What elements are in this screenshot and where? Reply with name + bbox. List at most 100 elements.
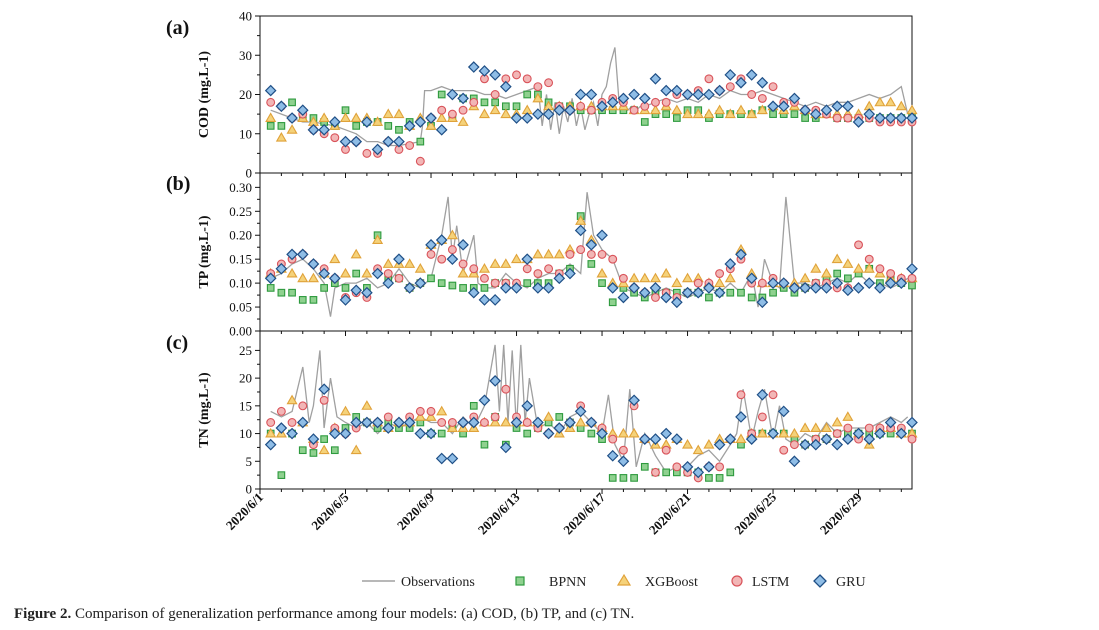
gru-point — [713, 84, 726, 97]
lstm-point — [779, 445, 789, 455]
gru-point — [350, 284, 363, 297]
lstm-point — [843, 423, 853, 433]
lstm-point — [362, 148, 372, 158]
y-tick-label: 40 — [239, 9, 252, 24]
gru-point — [831, 438, 844, 451]
gru-point — [371, 143, 384, 156]
gru-point — [510, 282, 523, 294]
gru-point — [756, 296, 769, 309]
lstm-point — [725, 82, 735, 92]
gru-point — [820, 104, 833, 117]
gru-point — [809, 282, 822, 294]
lstm-point — [864, 254, 874, 264]
bpnn-point — [277, 288, 286, 297]
lstm-point — [298, 401, 308, 411]
bpnn-point — [437, 90, 446, 99]
gru-point — [542, 427, 555, 440]
gru-point — [361, 416, 373, 429]
gru-point — [649, 72, 662, 85]
gru-point — [735, 248, 747, 261]
lstm-point — [447, 245, 457, 255]
gru-point — [606, 449, 619, 462]
lstm-point — [383, 412, 393, 422]
gru-point — [831, 100, 844, 113]
gru-point — [489, 375, 501, 387]
lstm-point — [544, 264, 554, 274]
bpnn-point — [384, 122, 393, 130]
gru-point — [382, 135, 395, 148]
lstm-point — [854, 240, 864, 250]
gru-point — [638, 433, 651, 445]
gru-point — [425, 427, 437, 440]
gru-point — [842, 433, 854, 445]
xgboost-point — [799, 422, 811, 432]
bpnn-point — [288, 288, 296, 297]
gru-point — [478, 294, 491, 306]
gru-point — [649, 282, 662, 294]
gru-point — [724, 69, 737, 81]
series-gru — [264, 375, 918, 479]
gru-point — [307, 123, 320, 136]
gru-point — [884, 112, 897, 124]
series-gru — [264, 224, 918, 309]
gru-point — [564, 104, 576, 117]
gru-point — [532, 108, 544, 120]
lstm-point — [875, 264, 885, 274]
xgboost-point — [842, 258, 854, 268]
xgboost-point — [446, 229, 458, 240]
bpnn-point — [469, 401, 478, 410]
gru-point — [638, 92, 651, 105]
gru-point — [371, 267, 384, 280]
xgboost-point — [681, 108, 694, 119]
gru-point — [874, 427, 886, 440]
lstm-point — [907, 273, 917, 283]
lstm-point — [757, 93, 767, 103]
gru-point — [510, 416, 523, 429]
x-tick-label: 2020/6/5 — [308, 489, 352, 533]
x-tick-label: 2020/6/21 — [646, 490, 694, 538]
bpnn-point — [448, 281, 457, 290]
gru-point — [307, 433, 320, 445]
gru-point — [350, 416, 363, 429]
xgboost-point — [286, 394, 298, 405]
bpnn-point — [266, 284, 275, 292]
xgboost-point — [478, 108, 491, 119]
lstm-point — [608, 254, 618, 264]
xgboost-point — [265, 112, 277, 122]
gru-point — [574, 224, 587, 237]
xgboost-point — [478, 263, 491, 273]
xgboost-point — [692, 444, 704, 455]
gru-point — [809, 438, 822, 451]
gru-point — [574, 405, 587, 418]
xgboost-point — [617, 427, 629, 438]
xgboost-point — [425, 411, 437, 421]
lstm-point — [490, 90, 500, 99]
lstm-point — [469, 264, 479, 274]
lstm-point — [522, 74, 532, 84]
bpnn-point — [320, 284, 328, 292]
lstm-point — [490, 412, 500, 422]
gru-point — [617, 291, 630, 304]
xgboost-point — [575, 416, 587, 427]
gru-point — [638, 286, 651, 299]
lstm-point — [629, 105, 639, 115]
y-tick-label: 0.10 — [229, 276, 252, 291]
gru-point — [745, 272, 758, 285]
gru-point — [532, 282, 544, 294]
xgboost-point — [660, 267, 672, 278]
xgboost-point — [628, 272, 640, 283]
gru-point — [799, 282, 811, 294]
gru-point — [499, 282, 512, 294]
gru-point — [596, 427, 608, 440]
gru-point — [617, 455, 630, 468]
lstm-point — [651, 293, 660, 302]
xgboost-point — [628, 427, 640, 438]
gru-point — [756, 76, 769, 89]
gru-point — [863, 433, 876, 445]
xgboost-point — [297, 272, 309, 283]
gru-point — [296, 104, 309, 117]
gru-point — [446, 88, 459, 101]
gru-point — [767, 277, 779, 289]
bpnn-point — [640, 118, 649, 126]
gru-point — [361, 116, 373, 128]
